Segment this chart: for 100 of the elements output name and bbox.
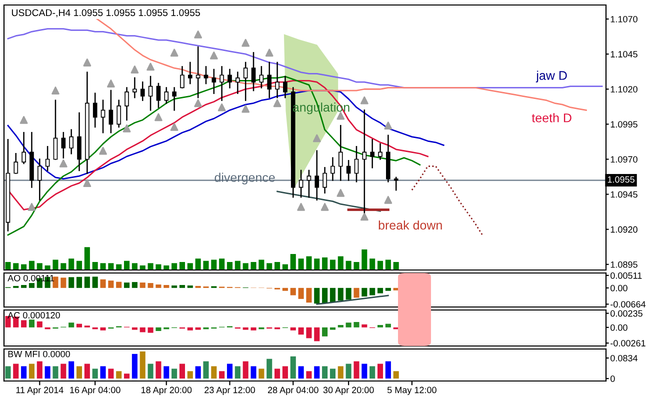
candlestick — [37, 158, 42, 201]
bar — [377, 288, 384, 294]
bar — [148, 263, 154, 270]
x-tick-label: 30 Apr 20:00 — [323, 386, 374, 395]
bar — [330, 327, 336, 330]
bar — [393, 371, 399, 379]
bar — [377, 364, 384, 379]
bar — [370, 258, 376, 270]
bar — [338, 366, 344, 379]
bar — [76, 260, 82, 270]
bar — [258, 368, 264, 379]
bar — [274, 368, 280, 379]
bar — [140, 327, 146, 332]
bar — [314, 258, 320, 270]
point — [130, 66, 139, 74]
bar — [211, 260, 217, 270]
bar — [362, 324, 368, 328]
point — [170, 123, 178, 131]
bar — [306, 327, 312, 338]
point — [312, 134, 321, 142]
bar — [84, 247, 90, 270]
bar — [370, 366, 376, 379]
bar — [68, 361, 74, 379]
bar — [28, 260, 34, 270]
bar — [156, 284, 162, 288]
bar — [306, 256, 312, 270]
bar — [298, 288, 304, 299]
point — [194, 99, 202, 108]
point — [83, 58, 92, 66]
bar — [266, 263, 272, 270]
candlestick — [378, 143, 382, 160]
bar — [100, 366, 106, 379]
bar — [250, 262, 256, 270]
chart-title: BW MFI 0.0000 — [8, 350, 70, 358]
bar — [13, 364, 19, 379]
bar — [385, 260, 391, 270]
bar — [84, 364, 90, 379]
bar — [60, 364, 66, 379]
point — [360, 212, 368, 221]
bar — [132, 282, 138, 288]
bar — [219, 258, 225, 270]
y-tick-label: 1.1045 — [610, 51, 638, 58]
bar — [179, 284, 185, 288]
bar — [274, 262, 280, 270]
bar — [13, 263, 19, 270]
point — [242, 104, 250, 113]
bar — [362, 288, 368, 296]
bar — [28, 364, 34, 379]
bar — [354, 262, 360, 270]
candlestick — [346, 160, 351, 181]
bar — [148, 327, 154, 333]
bar — [330, 288, 336, 302]
bar — [156, 327, 162, 331]
candlestick — [148, 76, 153, 111]
candlestick — [172, 87, 176, 111]
bar — [116, 282, 122, 288]
bar — [370, 288, 376, 296]
bar — [346, 364, 352, 379]
bar — [100, 263, 106, 270]
bar — [258, 260, 264, 270]
bar — [203, 361, 209, 379]
bar — [60, 263, 66, 270]
bar — [124, 374, 130, 379]
bar — [226, 364, 233, 379]
candlestick — [132, 77, 137, 98]
bar — [298, 258, 304, 270]
y-tick-label: 1.0920 — [610, 226, 638, 233]
bar — [322, 257, 328, 270]
ref-line-label: 1.0955 — [608, 176, 634, 183]
point — [59, 159, 68, 168]
point — [83, 179, 92, 188]
bar — [132, 354, 138, 379]
bar — [179, 364, 185, 379]
line-series — [276, 190, 381, 212]
bar — [338, 256, 344, 270]
bar — [164, 366, 170, 379]
candlestick — [69, 129, 74, 154]
x-tick-label: 16 Apr 04:00 — [70, 386, 120, 395]
point — [20, 116, 28, 124]
bar — [362, 249, 368, 270]
chart-title: USDCAD-,H4 1.0955 1.0955 1.0955 1.0955 — [12, 9, 200, 18]
bar — [282, 288, 288, 291]
bar — [330, 368, 336, 379]
bar — [306, 288, 312, 303]
line-series — [411, 166, 484, 238]
bar — [13, 316, 19, 328]
bar — [172, 263, 178, 270]
point — [218, 103, 226, 112]
candlestick — [180, 66, 184, 88]
candlestick — [338, 124, 343, 181]
bar — [116, 371, 122, 379]
bar — [385, 288, 391, 291]
bar — [250, 366, 256, 379]
bar — [346, 322, 352, 328]
annotation: teeth D — [532, 113, 572, 122]
bar — [76, 276, 82, 288]
candlestick — [196, 46, 200, 98]
y-tick-label: 1.0970 — [610, 156, 638, 163]
candlestick — [45, 146, 50, 172]
candlestick — [61, 132, 66, 158]
